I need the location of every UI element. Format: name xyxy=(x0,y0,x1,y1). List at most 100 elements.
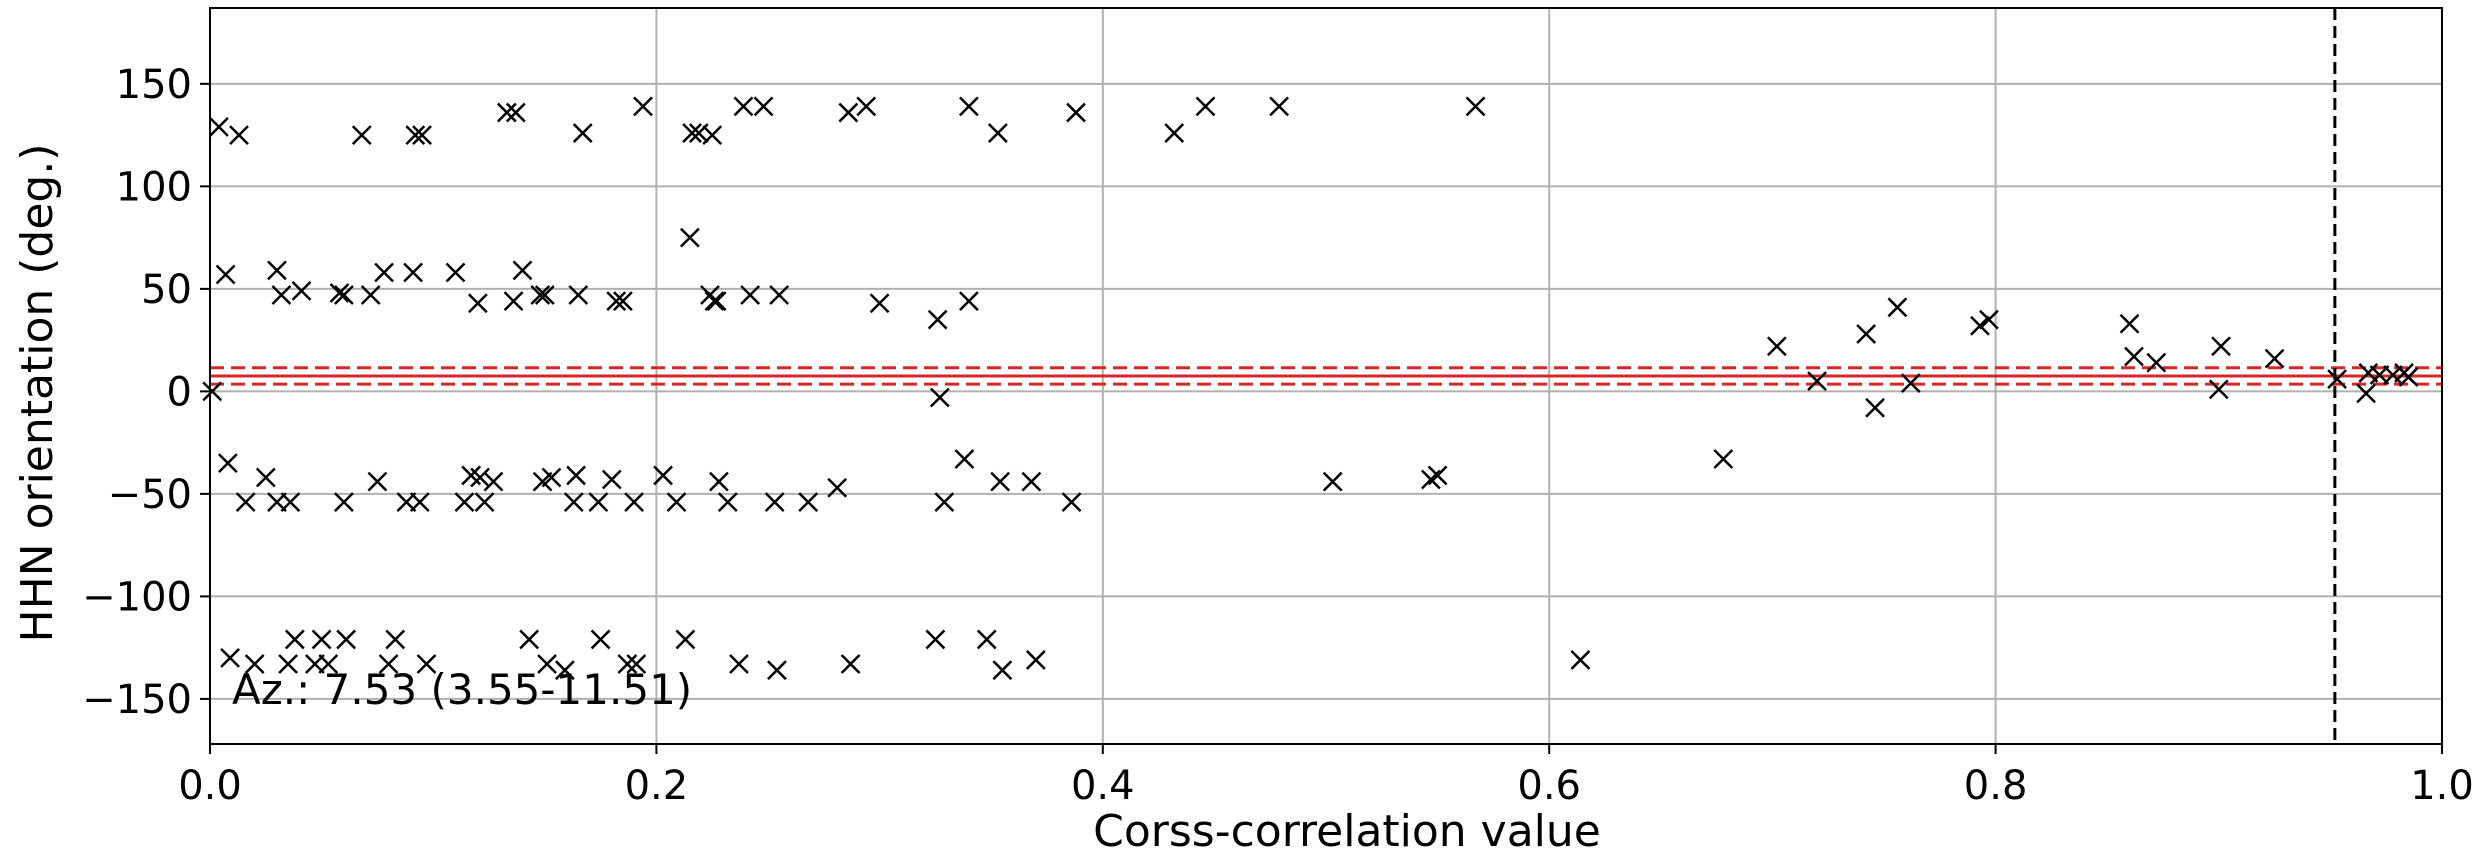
y-tick-label: 50 xyxy=(141,267,192,313)
data-point xyxy=(385,629,406,650)
data-point xyxy=(764,492,785,512)
data-point xyxy=(2146,352,2167,373)
data-point xyxy=(1713,449,1734,469)
data-point xyxy=(229,125,249,145)
data-point xyxy=(827,477,848,498)
data-point xyxy=(682,123,702,143)
data-point xyxy=(2264,348,2285,369)
x-tick-label: 0.8 xyxy=(1964,763,2028,809)
data-point xyxy=(840,654,861,674)
plot-frame xyxy=(209,7,2443,745)
data-point xyxy=(679,227,700,248)
data-point xyxy=(709,471,729,492)
data-point xyxy=(2398,367,2419,387)
x-tick-label: 0.6 xyxy=(1517,763,1581,809)
data-point xyxy=(1061,492,1082,512)
data-point xyxy=(409,492,430,512)
data-point xyxy=(992,660,1013,681)
azimuth-annotation: Az.: 7.53 (3.55-11.51) xyxy=(232,665,692,714)
data-point xyxy=(209,117,229,137)
data-point xyxy=(624,492,644,512)
y-tick-label: 100 xyxy=(116,164,192,210)
data-point xyxy=(606,291,627,312)
data-points xyxy=(202,96,2419,681)
data-point xyxy=(704,291,725,312)
data-point xyxy=(958,291,979,312)
data-point xyxy=(318,654,339,674)
y-tick-label: −150 xyxy=(82,677,192,723)
data-point xyxy=(215,264,236,285)
data-point xyxy=(753,96,774,117)
data-point xyxy=(541,467,562,488)
data-point xyxy=(588,492,609,512)
data-point xyxy=(378,654,399,674)
y-tick-label: −50 xyxy=(108,472,192,518)
data-point xyxy=(235,492,256,512)
data-point xyxy=(666,492,687,512)
y-axis-label: HHN orientation (deg.) xyxy=(12,144,63,643)
x-tick-label: 0.2 xyxy=(625,763,689,809)
data-point xyxy=(717,492,738,512)
data-point xyxy=(958,96,979,117)
x-tick-label: 1.0 xyxy=(2410,763,2474,809)
y-axis-ticks: 150 100 50 0 −50 −100 −150 xyxy=(82,62,210,723)
data-point xyxy=(869,293,890,314)
data-point xyxy=(2208,379,2229,400)
data-point xyxy=(954,449,975,469)
data-point xyxy=(706,291,727,312)
data-point xyxy=(503,291,524,312)
data-point xyxy=(572,123,593,143)
data-point xyxy=(767,660,787,681)
data-point xyxy=(336,629,357,650)
data-point xyxy=(1421,469,1441,490)
data-point xyxy=(1066,102,1086,123)
data-point xyxy=(925,629,946,650)
data-point xyxy=(626,654,647,674)
data-point xyxy=(367,471,388,492)
azimuth-band xyxy=(210,366,2442,386)
data-point xyxy=(220,648,240,668)
data-point xyxy=(1766,336,1787,357)
x-tick-label: 0.4 xyxy=(1071,763,1135,809)
data-point xyxy=(470,467,490,488)
data-point xyxy=(1269,96,1290,117)
data-point xyxy=(590,629,611,650)
data-point xyxy=(255,467,276,488)
data-point xyxy=(202,381,223,402)
data-point xyxy=(334,492,354,512)
data-point xyxy=(351,125,372,145)
data-point xyxy=(467,293,488,314)
data-point xyxy=(990,471,1011,492)
data-point xyxy=(929,387,950,408)
data-point xyxy=(271,285,292,305)
data-point xyxy=(2119,313,2140,334)
data-point xyxy=(1856,324,1877,344)
data-point xyxy=(512,260,533,281)
data-point xyxy=(702,125,723,145)
data-point xyxy=(1322,471,1343,492)
x-axis-ticks: 0.0 0.2 0.4 0.6 0.8 1.0 xyxy=(178,744,2474,809)
data-point xyxy=(988,123,1008,143)
y-tick-label: −100 xyxy=(82,574,192,620)
data-point xyxy=(403,262,423,283)
data-point xyxy=(568,285,589,305)
data-point xyxy=(311,629,332,650)
data-point xyxy=(729,654,749,674)
data-point xyxy=(537,654,557,674)
data-point xyxy=(856,96,877,117)
data-point xyxy=(530,285,551,305)
data-point xyxy=(519,629,540,650)
data-point xyxy=(601,469,622,490)
data-point xyxy=(483,471,504,492)
data-point xyxy=(927,309,948,330)
data-point xyxy=(374,262,394,283)
data-point xyxy=(1865,397,1885,418)
data-point xyxy=(555,660,575,681)
data-point xyxy=(1807,371,1827,392)
data-point xyxy=(267,260,287,281)
data-point xyxy=(653,465,673,486)
data-point xyxy=(474,492,495,512)
data-point xyxy=(445,262,466,283)
x-tick-label: 0.0 xyxy=(178,763,242,809)
data-point xyxy=(2356,383,2376,404)
